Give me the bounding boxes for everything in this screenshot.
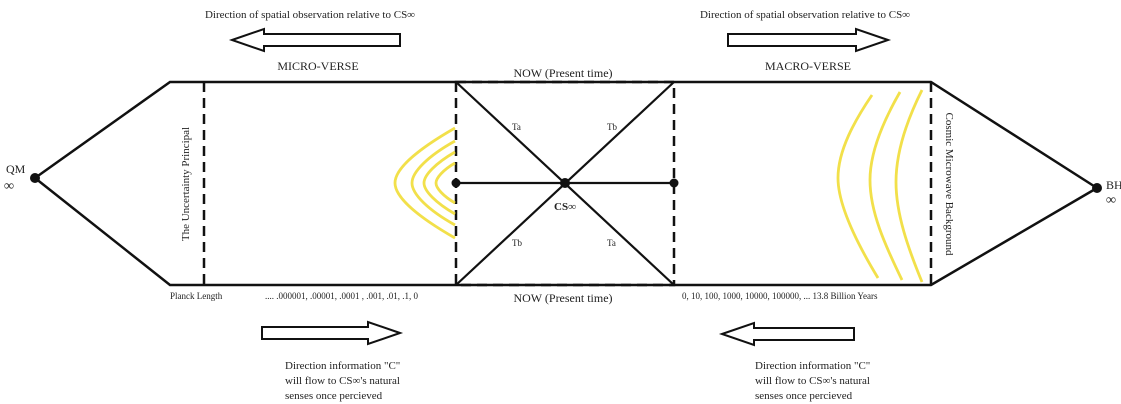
now-top-label: NOW (Present time) <box>513 66 612 80</box>
svg-text:will flow to CS∞'s natural: will flow to CS∞'s natural <box>755 375 870 387</box>
bottom-right-caption: Direction information "C" will flow to C… <box>755 360 870 402</box>
svg-text:Direction information "C": Direction information "C" <box>285 360 400 372</box>
planck-length-label: Planck Length <box>170 291 223 301</box>
bottom-right-arrow <box>718 321 855 347</box>
svg-text:senses once percieved: senses once percieved <box>285 390 383 402</box>
bottom-left-arrow <box>261 320 404 346</box>
bh-infinity-symbol: ∞ <box>1106 193 1116 208</box>
center-point <box>560 178 570 188</box>
uncertainty-waves <box>393 126 456 240</box>
uncertainty-principal-label: The Uncertainty Principal <box>180 127 192 241</box>
qm-point <box>30 173 40 183</box>
top-left-arrow <box>228 27 401 53</box>
ta-lower-label: Ta <box>607 238 616 248</box>
left-scale-values: .... .000001, .00001, .0001 , .001, .01,… <box>265 291 419 301</box>
left-center-point <box>451 178 461 188</box>
bottom-left-caption: Direction information "C" will flow to C… <box>285 360 400 402</box>
top-left-caption: Direction of spatial observation relativ… <box>205 9 415 21</box>
top-right-arrow <box>727 27 892 53</box>
svg-text:Direction information "C": Direction information "C" <box>755 360 870 372</box>
top-border-line <box>34 80 1098 190</box>
cmb-waves <box>836 89 924 283</box>
bh-point <box>1092 183 1102 193</box>
qm-infinity-symbol: ∞ <box>4 179 14 194</box>
tb-lower-label: Tb <box>512 238 522 248</box>
top-right-caption: Direction of spatial observation relativ… <box>700 9 910 21</box>
svg-text:will flow to CS∞'s natural: will flow to CS∞'s natural <box>285 375 400 387</box>
right-center-point <box>669 178 679 188</box>
now-bottom-label: NOW (Present time) <box>513 291 612 305</box>
cs-infinity-label: CS∞ <box>554 201 576 213</box>
bottom-border-line <box>34 177 1098 287</box>
macro-verse-label: MACRO-VERSE <box>765 59 851 73</box>
tb-upper-label: Tb <box>607 122 617 132</box>
ta-upper-label: Ta <box>512 122 521 132</box>
bh-label: BH <box>1106 178 1121 192</box>
micro-verse-label: MICRO-VERSE <box>277 59 358 73</box>
cmb-label: Cosmic Microwave Background <box>943 113 955 256</box>
right-scale-values: 0, 10, 100, 1000, 10000, 100000, ... 13.… <box>682 291 878 301</box>
qm-label: QM <box>6 162 26 176</box>
svg-text:senses once percieved: senses once percieved <box>755 390 853 402</box>
